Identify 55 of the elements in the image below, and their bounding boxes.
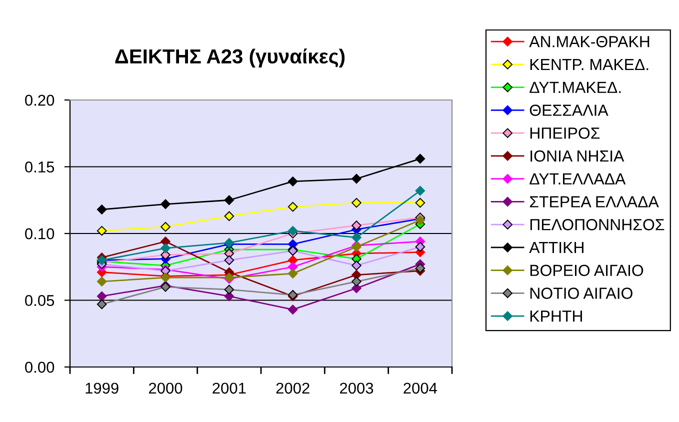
point	[96, 226, 107, 236]
x-tick-label: 2000	[148, 382, 182, 394]
point	[415, 198, 426, 208]
point	[415, 242, 426, 252]
chart-title: ΔΕΙΚΤΗΣ Α23 (γυναίκες)	[115, 48, 345, 68]
point	[415, 154, 426, 164]
legend-label: ΣΤΕΡΕΑ ΕΛΛΑΔΑ	[530, 196, 659, 208]
legend-label: ΝΟΤΙΟ ΑΙΓΑΙΟ	[530, 288, 632, 299]
point	[96, 276, 107, 286]
y-tick-label: 0.10	[25, 228, 54, 240]
point	[224, 255, 234, 266]
legend-label: ΗΠΕΙΡΟΣ	[530, 128, 600, 139]
x-tick-label: 2004	[404, 382, 438, 394]
point	[160, 243, 170, 254]
x-tick-label: 2003	[340, 382, 374, 394]
y-tick-label: 0.05	[25, 295, 54, 306]
point	[352, 232, 362, 242]
point	[96, 204, 107, 214]
point	[288, 202, 298, 212]
point	[160, 199, 170, 210]
point	[415, 186, 426, 196]
y-tick-label: 0.00	[25, 362, 54, 373]
point	[224, 284, 234, 294]
point	[352, 276, 362, 286]
legend-label: ΘΕΣΣΑΛΙΑ	[530, 104, 608, 116]
point	[224, 195, 234, 206]
x-tick-label: 1999	[86, 382, 118, 394]
legend-label: ΔΥΤ.ΜΑΚΕΔ.	[530, 82, 621, 93]
point	[288, 176, 298, 186]
x-tick-label: 2001	[212, 382, 246, 394]
legend-label: ΒΟΡΕΙΟ ΑΙΓΑΙΟ	[530, 264, 644, 276]
legend-label: ΑΝ.ΜΑΚ-ΘΡΑΚΗ	[529, 36, 650, 48]
y-tick-label: 0.20	[25, 94, 54, 106]
legend-label: ΚΕΝΤΡ. ΜΑΚΕΔ.	[530, 59, 648, 70]
point	[352, 174, 362, 184]
point	[288, 255, 298, 266]
point	[224, 211, 234, 222]
y-tick-label: 0.15	[25, 162, 54, 173]
point	[352, 260, 362, 270]
point	[415, 263, 426, 274]
point	[288, 268, 298, 278]
legend-label: ΙΟΝΙΑ ΝΗΣΙΑ	[530, 150, 624, 162]
x-tick-label: 2002	[276, 382, 310, 394]
point	[352, 220, 362, 230]
legend-label: ΚΡΗΤΗ	[530, 310, 582, 322]
point	[224, 291, 234, 302]
point	[352, 198, 362, 208]
point	[96, 291, 107, 302]
point	[96, 299, 107, 310]
point	[288, 226, 298, 236]
legend-label: ΑΤΤΙΚΗ	[529, 242, 584, 254]
legend-label: ΔΥΤ.ΕΛΛΑΔΑ	[530, 173, 626, 184]
legend-label: ΠΕΛΟΠΟΝΝΗΣΟΣ	[530, 219, 664, 230]
point	[288, 304, 298, 314]
point	[160, 222, 170, 232]
